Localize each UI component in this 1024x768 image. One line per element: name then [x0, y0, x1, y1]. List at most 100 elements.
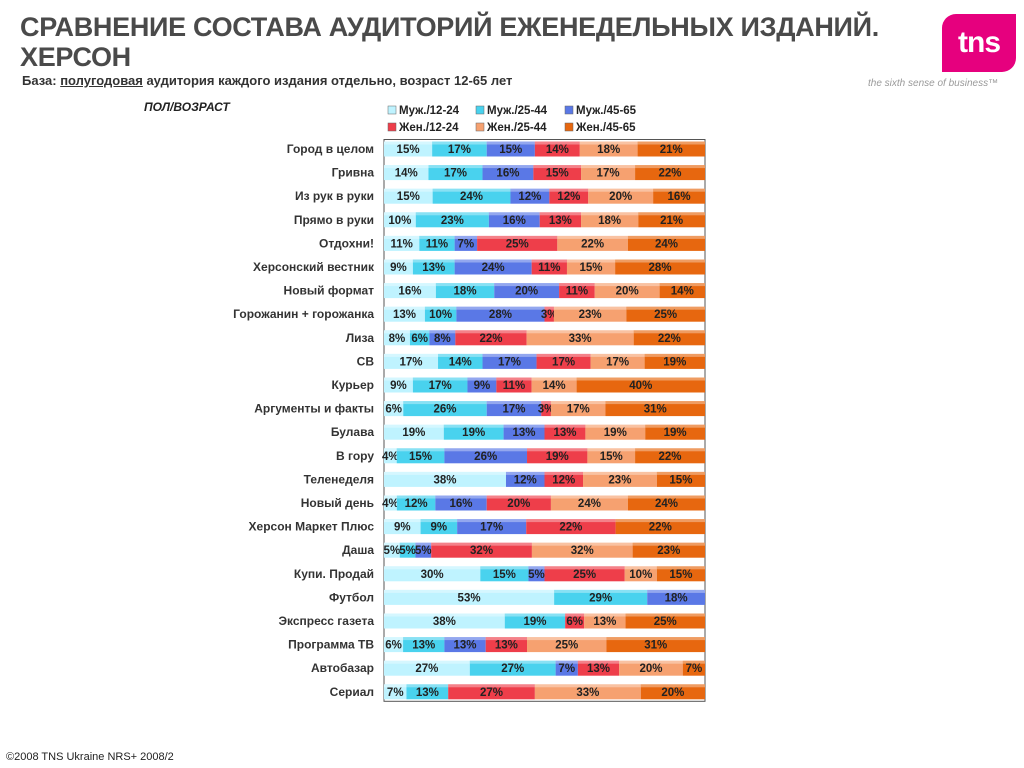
bar-segment — [428, 165, 483, 181]
bar-highlight — [549, 188, 589, 192]
category-label: Город в целом — [287, 142, 374, 156]
category-label: СВ — [357, 354, 375, 368]
data-label: 11% — [503, 380, 525, 392]
data-label: 11% — [426, 238, 448, 250]
data-label: 20% — [515, 286, 538, 298]
bar-segment — [635, 448, 705, 464]
bar-highlight — [653, 188, 705, 192]
data-label: 18% — [597, 144, 620, 156]
data-label: 9% — [394, 522, 411, 534]
bar-highlight — [496, 377, 532, 381]
bar-highlight — [505, 471, 545, 475]
data-label: 25% — [654, 309, 677, 321]
data-label: 11% — [538, 262, 560, 274]
bar-highlight — [627, 495, 705, 499]
bar-segment — [384, 613, 505, 629]
bar-segment — [432, 141, 487, 157]
category-label: Автобазар — [311, 661, 374, 675]
bar-highlight — [635, 448, 705, 452]
data-label: 14% — [546, 144, 569, 156]
bar-segment — [448, 684, 535, 700]
bar-segment — [412, 377, 468, 393]
bar-segment — [384, 353, 439, 369]
data-label: 15% — [669, 569, 692, 581]
bar-segment — [594, 283, 660, 299]
bar-segment — [384, 566, 481, 582]
bar-highlight — [403, 401, 487, 405]
legend-swatch — [475, 122, 485, 132]
bar-segment — [486, 401, 542, 417]
category-label: Футбол — [329, 590, 374, 604]
bar-highlight — [533, 165, 582, 169]
bar-segment — [399, 542, 416, 558]
bar-highlight — [656, 566, 705, 570]
bar-segment — [480, 566, 529, 582]
bar-segment — [396, 495, 436, 511]
data-label: 24% — [578, 498, 601, 510]
bar-segment — [544, 471, 584, 487]
bar-segment — [656, 566, 705, 582]
data-label: 13% — [416, 687, 439, 699]
data-label: 6% — [566, 616, 583, 628]
data-label: 9% — [390, 262, 407, 274]
bar-highlight — [457, 519, 527, 523]
bar-highlight — [384, 283, 436, 287]
data-label: 17% — [502, 404, 525, 416]
bar-segment — [482, 353, 537, 369]
bar-highlight — [615, 259, 705, 263]
data-label: 32% — [470, 545, 493, 557]
bar-highlight — [456, 306, 545, 310]
data-label: 19% — [462, 427, 485, 439]
data-label: 26% — [474, 451, 497, 463]
data-label: 27% — [501, 663, 524, 675]
data-label: 15% — [397, 144, 420, 156]
bar-highlight — [615, 519, 705, 523]
data-label: 24% — [655, 498, 678, 510]
bar-segment — [544, 306, 554, 322]
bar-highlight — [482, 165, 534, 169]
bar-highlight — [432, 141, 487, 145]
bar-highlight — [640, 684, 705, 688]
bar-highlight — [412, 259, 455, 263]
data-label: 3% — [538, 404, 555, 416]
data-label: 29% — [589, 592, 612, 604]
data-label: 14% — [449, 356, 472, 368]
bar-highlight — [624, 566, 657, 570]
bar-segment — [384, 660, 470, 676]
data-label: 13% — [412, 640, 435, 652]
bar-highlight — [435, 283, 495, 287]
bar-segment — [482, 165, 534, 181]
bar-highlight — [419, 235, 455, 239]
bar-highlight — [444, 448, 528, 452]
data-label: 20% — [507, 498, 530, 510]
bar-highlight — [415, 212, 489, 216]
data-label: 13% — [513, 427, 536, 439]
data-label: 17% — [480, 522, 503, 534]
axis-header: ПОЛ/ВОЗРАСТ — [144, 100, 230, 114]
tns-logo: tns — [942, 14, 1016, 72]
data-label: 6% — [385, 640, 402, 652]
data-label: 18% — [665, 592, 688, 604]
data-label: 17% — [606, 356, 629, 368]
data-label: 12% — [518, 191, 541, 203]
bar-highlight — [454, 259, 532, 263]
bar-highlight — [526, 330, 634, 334]
bar-highlight — [566, 259, 616, 263]
bar-highlight — [659, 283, 705, 287]
bar-highlight — [627, 235, 705, 239]
data-label: 15% — [600, 451, 623, 463]
bar-highlight — [544, 306, 554, 310]
bar-highlight — [590, 353, 645, 357]
bar-highlight — [550, 495, 628, 499]
data-label: 17% — [429, 380, 452, 392]
bar-highlight — [384, 377, 413, 381]
bar-highlight — [553, 306, 627, 310]
data-label: 22% — [559, 522, 582, 534]
bar-segment — [627, 235, 705, 251]
data-label: 22% — [649, 522, 672, 534]
bar-segment — [626, 306, 705, 322]
data-label: 15% — [397, 191, 420, 203]
bar-highlight — [504, 613, 566, 617]
bar-segment — [637, 141, 705, 157]
bar-highlight — [384, 613, 505, 617]
